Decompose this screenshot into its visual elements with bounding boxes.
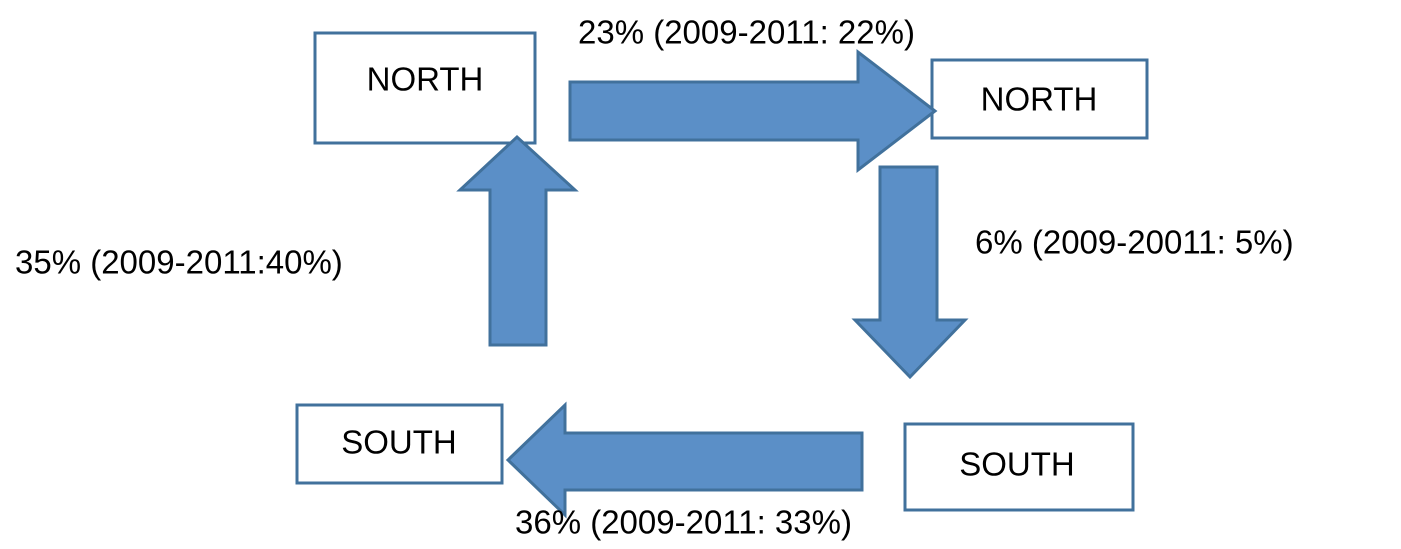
node-box	[930, 58, 1149, 140]
edge-label: 6% (2009-20011: 5%)	[975, 224, 1294, 261]
edge-label: 35% (2009-2011:40%)	[15, 244, 343, 281]
edge-label: 36% (2009-2011: 33%)	[515, 504, 852, 541]
arrow-right	[568, 48, 938, 174]
node-label: NORTH	[367, 61, 484, 98]
arrow-up	[456, 134, 579, 347]
node-box	[903, 422, 1135, 512]
arrow-left	[505, 401, 864, 519]
node-label: SOUTH	[959, 446, 1075, 483]
node-box	[313, 31, 537, 145]
node-label: NORTH	[981, 81, 1098, 118]
arrow-down	[851, 165, 969, 380]
node-label: SOUTH	[341, 424, 457, 461]
node-box	[295, 403, 504, 485]
edge-label: 23% (2009-2011: 22%)	[578, 14, 915, 51]
